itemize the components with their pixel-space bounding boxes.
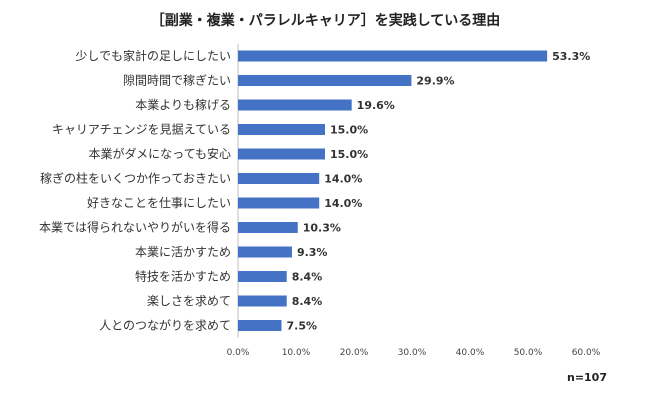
category-label: 本業よりも稼げる <box>135 97 231 112</box>
data-label: 14.0% <box>324 197 362 210</box>
x-tick-label: 10.0% <box>282 348 311 358</box>
data-label: 10.3% <box>303 222 341 235</box>
data-label: 15.0% <box>330 148 368 161</box>
bar <box>238 75 412 86</box>
category-label: 楽しさを求めて <box>147 294 231 308</box>
category-label: 本業に活かすため <box>135 245 231 259</box>
bar <box>238 320 282 331</box>
x-tick-label: 0.0% <box>227 348 250 358</box>
x-tick-label: 30.0% <box>398 348 427 358</box>
sample-size-note: n=107 <box>566 371 607 384</box>
category-label: 少しでも家計の足しにしたい <box>75 48 231 63</box>
bar <box>238 295 287 307</box>
bar <box>238 99 352 111</box>
data-label: 8.4% <box>292 271 323 284</box>
x-tick-label: 60.0% <box>572 348 601 358</box>
bar <box>238 222 298 233</box>
bar <box>238 124 325 135</box>
category-label: 人とのつながりを求めて <box>99 318 231 333</box>
bar <box>238 197 320 209</box>
data-label: 9.3% <box>297 246 328 259</box>
category-label: 隙間時間で稼ぎたい <box>123 73 231 88</box>
data-label: 15.0% <box>330 124 368 137</box>
data-label: 53.3% <box>552 50 590 63</box>
x-tick-label: 50.0% <box>514 348 543 358</box>
category-label: 本業では得られないやりがいを得る <box>39 220 231 235</box>
category-label: キャリアチェンジを見据えている <box>52 123 231 137</box>
category-label: 稼ぎの柱をいくつか作っておきたい <box>40 171 231 186</box>
chart-title: ［副業・複業・パラレルキャリア］を実践している理由 <box>150 13 501 29</box>
category-label: 本業がダメになっても安心 <box>89 146 231 161</box>
category-label: 好きなことを仕事にしたい <box>87 196 231 210</box>
data-label: 19.6% <box>357 99 395 112</box>
bar <box>238 148 325 160</box>
data-label: 7.5% <box>287 320 318 333</box>
x-tick-label: 40.0% <box>456 348 485 358</box>
data-label: 14.0% <box>324 173 362 186</box>
category-label: 特技を活かすため <box>135 269 231 284</box>
bar <box>238 173 320 184</box>
bar <box>238 271 287 282</box>
data-label: 8.4% <box>292 295 323 308</box>
bar <box>238 246 292 258</box>
data-label: 29.9% <box>416 75 454 88</box>
x-tick-label: 20.0% <box>340 348 369 358</box>
bar <box>238 50 548 62</box>
